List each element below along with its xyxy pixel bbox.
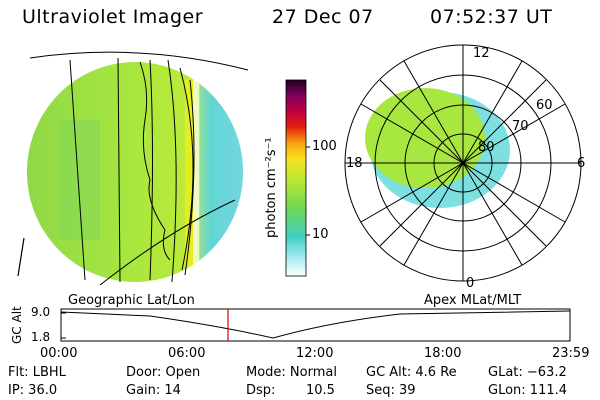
status-flt: Flt: LBHL — [8, 365, 66, 380]
apex-projection-label: Apex MLat/MLT — [424, 293, 522, 308]
altitude-ytick-label-1-8: 1.8 — [31, 330, 51, 344]
status-seq: Seq: 39 — [366, 383, 416, 398]
xtick-label-2: 12:00 — [296, 346, 334, 361]
altitude-curve — [60, 310, 571, 339]
xtick-label-1: 06:00 — [168, 346, 206, 361]
mlt-label-18: 18 — [346, 156, 363, 171]
scale-tick — [17, 237, 25, 277]
status-glon: GLon: 111.4 — [488, 383, 568, 398]
mlt-label-12: 12 — [473, 46, 490, 61]
mlt-label-6: 6 — [577, 156, 586, 171]
altitude-ytick-label-9: 9.0 — [31, 305, 51, 319]
xtick-label-4: 23:59 — [552, 346, 590, 361]
status-gain: Gain: 14 — [126, 383, 181, 398]
altitude-plot-frame — [60, 308, 571, 342]
date-label: 27 Dec 07 — [272, 6, 374, 28]
status-mode: Mode: Normal — [246, 365, 337, 380]
altitude-ylabel: GC Alt — [10, 306, 24, 344]
time-label: 07:52:37 UT — [430, 6, 553, 28]
lat-label-60: 60 — [536, 98, 553, 113]
status-ip: IP: 36.0 — [8, 383, 58, 398]
status-door: Door: Open — [126, 365, 201, 380]
status-glat: GLat: −63.2 — [488, 365, 567, 380]
lat-label-80: 80 — [478, 140, 495, 155]
status-gcalt: GC Alt: 4.6 Re — [366, 365, 457, 380]
mlt-label-0: 0 — [466, 276, 475, 291]
status-dsp-label: Dsp: — [246, 383, 276, 398]
status-dsp-value: 10.5 — [306, 383, 335, 398]
xtick-label-3: 18:00 — [424, 346, 462, 361]
geographic-grid-lines — [29, 51, 249, 286]
geographic-projection-label: Geographic Lat/Lon — [68, 293, 195, 308]
lat-label-70: 70 — [512, 119, 529, 134]
instrument-title: Ultraviolet Imager — [22, 6, 204, 28]
colorbar-tick-label-10: 10 — [312, 227, 329, 242]
colorbar-scale — [285, 79, 307, 277]
xtick-label-0: 00:00 — [40, 346, 78, 361]
mlt-line-4 — [360, 103, 566, 223]
colorbar-tick-label-100: 100 — [312, 139, 337, 154]
